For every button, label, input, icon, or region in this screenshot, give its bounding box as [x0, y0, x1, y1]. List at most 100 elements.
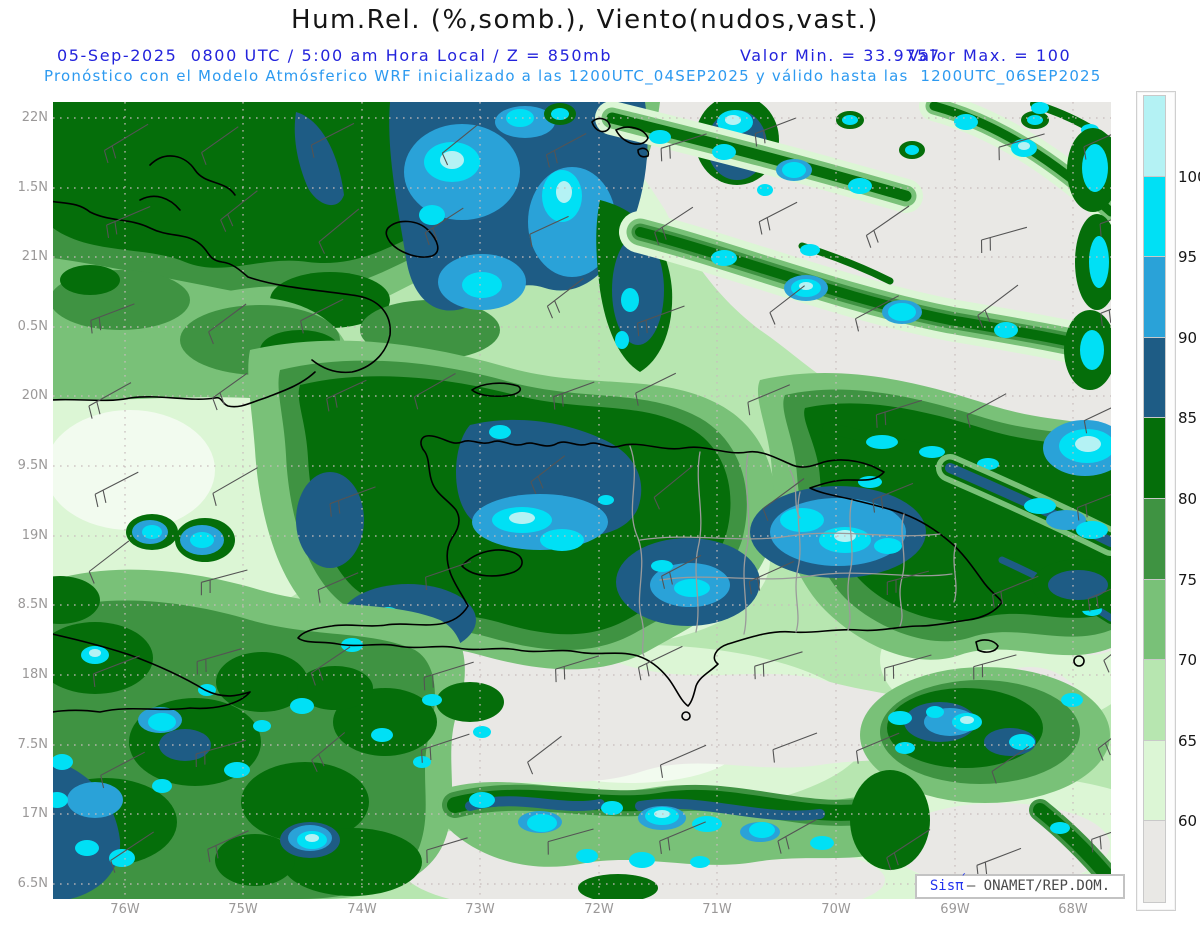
- wind-barb: [754, 117, 796, 147]
- coastlines: [53, 117, 1085, 721]
- wind-barb: [977, 284, 1019, 328]
- colorbar-tick-label: 70: [1178, 651, 1198, 670]
- wind-barb: [1087, 588, 1111, 612]
- wind-barb: [318, 208, 360, 254]
- lat-tick-label: 7.5N: [17, 737, 48, 752]
- wind-barb: [310, 646, 351, 686]
- wind-barb: [212, 372, 248, 411]
- lat-tick-label: 18N: [21, 667, 48, 682]
- wind-barb: [1076, 494, 1111, 521]
- lat-tick-label: 0.5N: [17, 319, 48, 334]
- colorbar-tick-label: 75: [1178, 570, 1198, 589]
- wind-barb: [865, 205, 910, 248]
- wind-barb: [659, 821, 706, 854]
- wind-barb: [90, 303, 135, 334]
- wind-barb: [110, 831, 155, 873]
- watermark-brand-accent: ´: [959, 872, 967, 886]
- wind-barb: [420, 733, 470, 763]
- wind-barb: [530, 455, 566, 495]
- colorbar-tick-label: 80: [1178, 490, 1198, 508]
- colorbar-segment: [1143, 498, 1166, 581]
- lon-tick-label: 75W: [228, 902, 258, 917]
- wind-barb: [329, 486, 376, 517]
- colorbar-segment: [1143, 336, 1166, 420]
- wind-barb: [1083, 134, 1111, 160]
- wind-barb: [661, 554, 702, 589]
- wind-barb: [326, 379, 367, 412]
- colorbar-segment: [1143, 578, 1166, 662]
- wind-barb: [886, 570, 930, 595]
- wind-barb: [195, 739, 247, 768]
- wind-barb: [88, 540, 130, 584]
- wind-barb: [207, 830, 249, 863]
- wind-barb: [426, 837, 468, 864]
- wind-barb: [884, 654, 932, 682]
- colorbar-tick-label: 95: [1178, 248, 1198, 267]
- wind-barb: [973, 654, 1017, 680]
- humidity-shading-field: [53, 102, 1111, 899]
- wind-barb: [88, 382, 132, 419]
- lon-tick-label: 71W: [702, 902, 732, 917]
- wind-barb: [423, 661, 474, 691]
- wind-barb: [875, 399, 922, 428]
- wind-barb: [747, 384, 791, 416]
- wind-barb: [635, 372, 677, 406]
- valid-datetime-text: 05-Sep-2025 0800 UTC / 5:00 am Hora Loca…: [57, 46, 613, 65]
- wind-barb: [854, 295, 900, 332]
- wind-barb: [777, 819, 817, 854]
- model-info-line: Pronóstico con el Modelo Atmósferico WRF…: [44, 67, 1102, 85]
- wind-barb: [772, 732, 818, 763]
- wind-barbs: [88, 117, 1111, 879]
- colorbar-tick-label: 65: [1178, 731, 1198, 750]
- wind-barb: [654, 206, 694, 245]
- wind-barb: [855, 732, 900, 764]
- wind-barb: [980, 226, 1028, 254]
- wind-barb: [201, 126, 239, 165]
- wind-barb: [653, 465, 694, 510]
- lon-tick-label: 76W: [110, 902, 140, 917]
- page-title: Hum.Rel. (%,somb.), Viento(nudos,vast.): [291, 5, 879, 35]
- lat-tick-label: 9.5N: [17, 458, 48, 473]
- wind-barb: [1100, 308, 1111, 327]
- wind-barb: [441, 124, 478, 166]
- lon-tick-label: 70W: [821, 902, 851, 917]
- wind-barb: [998, 133, 1045, 161]
- wind-barb: [547, 828, 594, 855]
- watermark-box: Sisπ´– ONAMET/REP.DOM.: [915, 872, 1125, 899]
- colorbar-segment: [1143, 820, 1166, 903]
- wind-barb: [553, 381, 595, 410]
- wind-barb: [424, 207, 464, 246]
- colorbar-segment: [1143, 256, 1166, 339]
- lat-tick-label: 17N: [21, 806, 48, 821]
- wind-barb: [1099, 219, 1111, 237]
- lat-tick-label: 19N: [21, 528, 48, 543]
- wind-barb: [992, 575, 1039, 608]
- wind-barb: [762, 478, 805, 522]
- wind-barb: [769, 285, 805, 325]
- lat-tick-label: 21N: [21, 249, 48, 264]
- wind-barb: [103, 123, 149, 164]
- wind-barb: [212, 467, 258, 506]
- watermark-brand: Sisπ: [929, 878, 964, 894]
- colorbar-segment: [1143, 175, 1166, 259]
- wind-barb: [106, 205, 151, 238]
- colorbar-tick-label: 90: [1178, 328, 1198, 347]
- lon-tick-label: 74W: [347, 902, 377, 917]
- lon-tick-label: 68W: [1058, 902, 1088, 917]
- lat-tick-label: 6.5N: [17, 876, 48, 891]
- wind-barb: [220, 190, 258, 232]
- wind-barb: [754, 651, 803, 680]
- wind-barb: [637, 645, 683, 681]
- wind-barb: [886, 829, 931, 871]
- wind-barb: [660, 133, 707, 162]
- lat-tick-label: 22N: [21, 110, 48, 125]
- wind-barb: [92, 655, 140, 687]
- wind-barb: [546, 277, 584, 319]
- lon-tick-label: 73W: [465, 902, 495, 917]
- wind-barb: [425, 561, 472, 591]
- lon-tick-label: 72W: [584, 902, 614, 917]
- wind-barb: [311, 732, 346, 773]
- wind-barb: [529, 215, 569, 248]
